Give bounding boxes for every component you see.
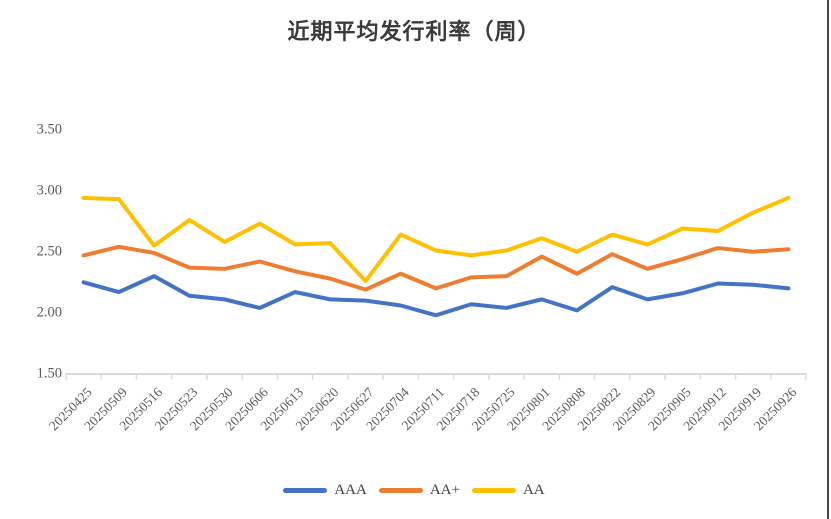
y-axis-label: 3.50 bbox=[37, 121, 62, 137]
legend-swatch-aa-icon bbox=[471, 488, 516, 493]
y-axis-label: 2.50 bbox=[37, 244, 62, 260]
chart-legend: AAA AA+ AA bbox=[0, 482, 828, 499]
legend-item-aa-plus: AA+ bbox=[378, 482, 460, 499]
y-axis-label: 3.00 bbox=[37, 182, 62, 198]
legend-label-aaa: AAA bbox=[334, 482, 367, 498]
legend-swatch-aa-plus-icon bbox=[378, 488, 423, 493]
y-axis-label: 2.00 bbox=[37, 305, 62, 321]
series-line-AA+ bbox=[81, 244, 791, 292]
y-axis-label: 1.50 bbox=[37, 366, 62, 382]
legend-label-aa: AA bbox=[522, 482, 545, 498]
legend-item-aaa: AAA bbox=[283, 482, 367, 499]
legend-swatch-aaa-icon bbox=[283, 488, 328, 493]
legend-item-aa: AA bbox=[471, 482, 545, 499]
legend-label-aa-plus: AA+ bbox=[429, 482, 460, 498]
page-right-border bbox=[827, 0, 829, 519]
series-line-AA bbox=[81, 195, 791, 284]
chart-title: 近期平均发行利率（周） bbox=[287, 19, 541, 44]
series-line-AAA bbox=[81, 274, 791, 318]
